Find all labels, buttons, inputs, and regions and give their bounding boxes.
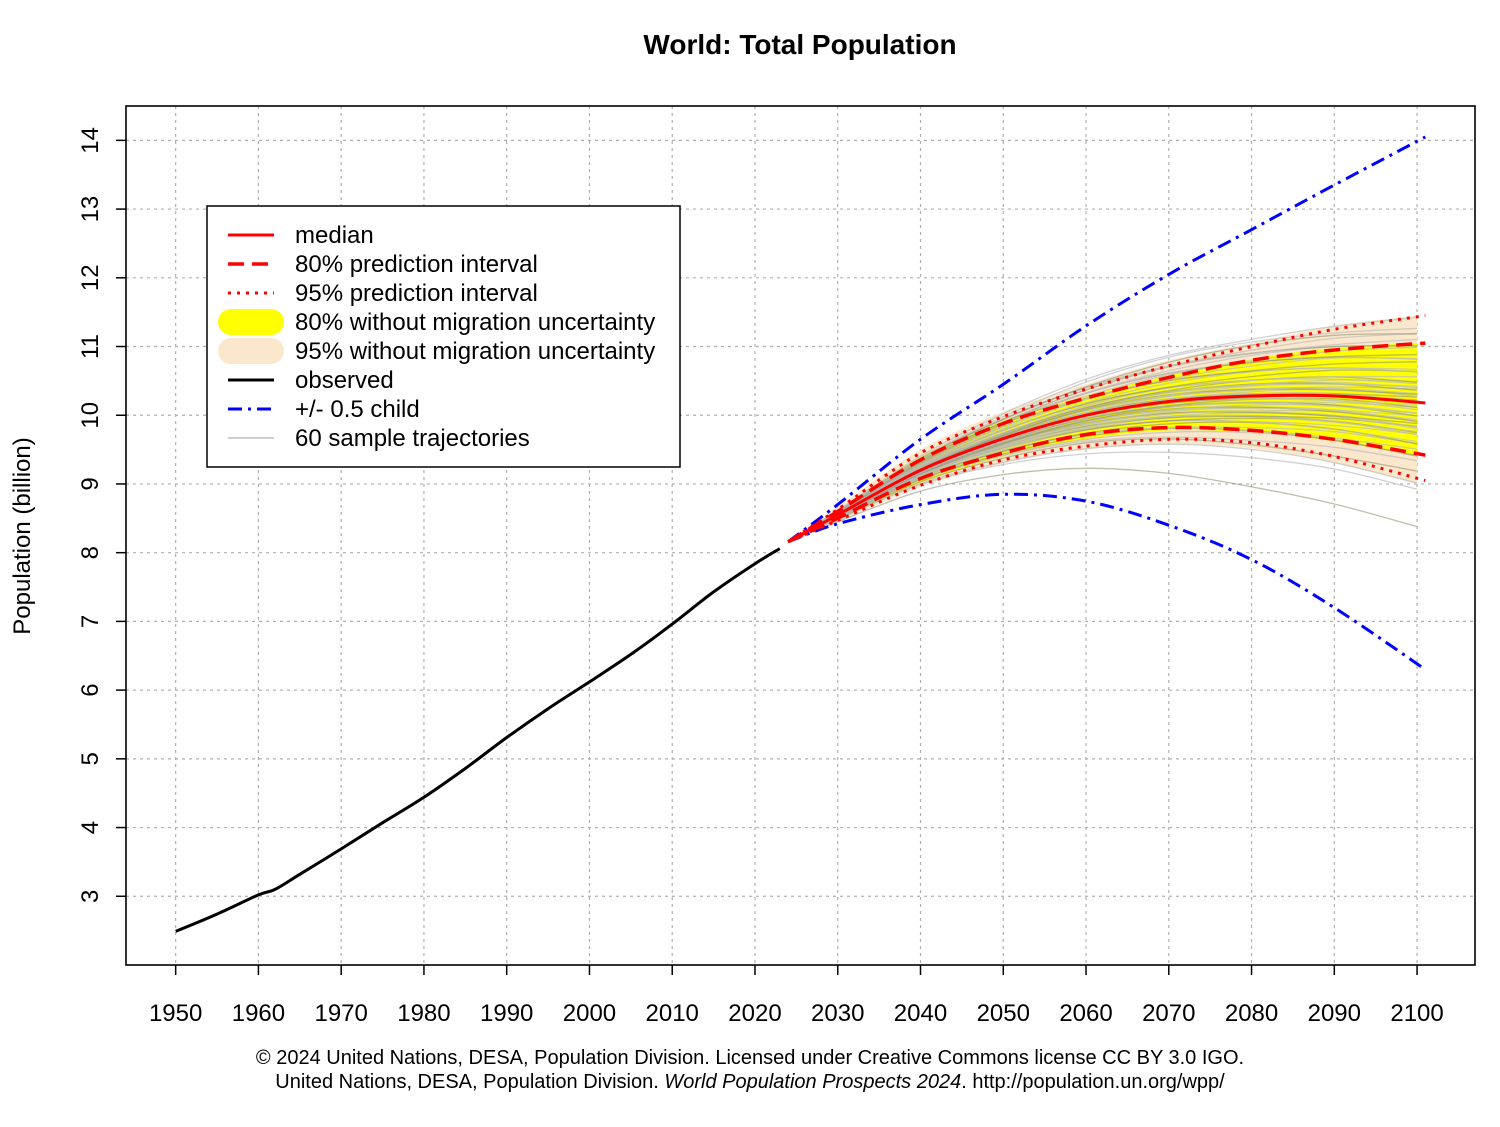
pi80-upper-line xyxy=(787,341,1426,544)
legend-label: 80% prediction interval xyxy=(295,251,538,278)
y-tick-label: 7 xyxy=(77,615,104,628)
population-chart: World: Total Population Population (bill… xyxy=(9,29,1476,1027)
observed-line xyxy=(175,547,781,933)
y-tick-label: 12 xyxy=(77,264,104,291)
sample-trajectory xyxy=(787,467,1418,543)
x-tick-label: 1960 xyxy=(232,1000,285,1027)
sample-trajectory xyxy=(787,443,1418,543)
y-tick-label: 6 xyxy=(77,683,104,696)
y-tick-label: 3 xyxy=(77,890,104,903)
footer-citation-title: World Population Prospects 2024 xyxy=(664,1071,962,1093)
pi95-lower-line xyxy=(787,437,1426,544)
series-lines xyxy=(175,135,1427,933)
x-tick-label: 2000 xyxy=(563,1000,616,1027)
x-tick-label: 1990 xyxy=(480,1000,533,1027)
footer: © 2024 United Nations, DESA, Population … xyxy=(0,1046,1500,1094)
footer-citation-suffix: . http://population.un.org/wpp/ xyxy=(961,1071,1225,1093)
footer-copyright: © 2024 United Nations, DESA, Population … xyxy=(255,1047,1245,1069)
legend-label: 95% prediction interval xyxy=(295,280,538,307)
y-tick-label: 9 xyxy=(77,477,104,490)
y-tick-label: 11 xyxy=(77,334,104,359)
half-child-lower-line xyxy=(787,492,1427,671)
x-tick-label: 1970 xyxy=(314,1000,367,1027)
legend-label: 95% without migration uncertainty xyxy=(295,338,655,365)
pi80-lower-line xyxy=(787,425,1426,544)
legend-label: +/- 0.5 child xyxy=(295,396,420,423)
legend-label: 80% without migration uncertainty xyxy=(295,309,655,336)
y-tick-label: 4 xyxy=(77,821,104,834)
legend-label: median xyxy=(295,222,374,249)
footer-citation: United Nations, DESA, Population Divisio… xyxy=(0,1070,1500,1094)
y-tick-label: 13 xyxy=(77,196,104,223)
plot-frame xyxy=(125,105,1476,966)
chart-title: World: Total Population xyxy=(643,29,956,60)
y-tick-label: 8 xyxy=(77,546,104,559)
x-tick-label: 2040 xyxy=(894,1000,947,1027)
x-tick-label: 2020 xyxy=(728,1000,781,1027)
median-line xyxy=(787,393,1426,544)
x-tick-label: 2080 xyxy=(1225,1000,1278,1027)
footer-citation-prefix: United Nations, DESA, Population Divisio… xyxy=(275,1071,665,1093)
x-tick-label: 2070 xyxy=(1142,1000,1195,1027)
y-axis: 3 4 5 6 7 8 9 10 11 12 13 14 xyxy=(77,127,126,903)
x-tick-label: 2050 xyxy=(977,1000,1030,1027)
y-tick-label: 5 xyxy=(77,752,104,765)
x-tick-label: 1980 xyxy=(397,1000,450,1027)
pi95-upper-line xyxy=(787,314,1426,543)
legend-swatch-nm95 xyxy=(218,338,284,364)
legend-box xyxy=(206,205,681,468)
x-tick-label: 2100 xyxy=(1390,1000,1443,1027)
uncertainty-bands xyxy=(788,315,1418,542)
band-80-no-migration xyxy=(788,343,1418,542)
legend-label: observed xyxy=(295,367,394,394)
x-tick-label: 1950 xyxy=(149,1000,202,1027)
x-tick-label: 2060 xyxy=(1059,1000,1112,1027)
y-tick-label: 14 xyxy=(77,127,104,154)
x-tick-label: 2030 xyxy=(811,1000,864,1027)
x-axis: 1950 1960 1970 1980 1990 2000 2010 2020 2030 2040… xyxy=(149,965,1444,1027)
y-axis-label: Population (billion) xyxy=(9,437,36,634)
x-tick-label: 2010 xyxy=(646,1000,699,1027)
x-tick-label: 2090 xyxy=(1308,1000,1361,1027)
legend-swatch-nm80 xyxy=(218,309,284,335)
y-tick-label: 10 xyxy=(77,402,104,429)
legend-label: 60 sample trajectories xyxy=(295,425,530,452)
half-child-upper-line xyxy=(787,135,1427,543)
